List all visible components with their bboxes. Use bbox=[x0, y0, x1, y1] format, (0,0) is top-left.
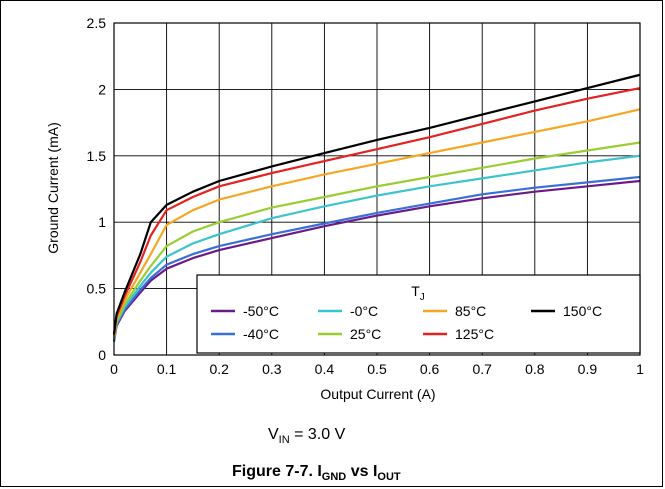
plot-area bbox=[113, 22, 641, 356]
y-tick-label: 1 bbox=[98, 214, 106, 230]
series-line-0 bbox=[112, 179, 641, 342]
series-line-1 bbox=[112, 175, 641, 341]
caption-sub-out: OUT bbox=[377, 471, 401, 483]
x-tick-label: 0.9 bbox=[578, 361, 598, 377]
test-conditions: VIN = 3.0 V bbox=[268, 426, 346, 446]
x-tick-label: 1 bbox=[636, 361, 644, 377]
y-tick-label: 2 bbox=[98, 81, 106, 97]
series-line-2 bbox=[112, 154, 641, 340]
x-tick-label: 0.3 bbox=[262, 361, 282, 377]
y-tick-label: 0.5 bbox=[87, 281, 107, 297]
legend-title-sub: J bbox=[420, 292, 425, 303]
caption-mid: vs I bbox=[346, 463, 377, 480]
tick-labels: 0 0.1 0.2 0.3 0.4 0.5 0.6 0.7 0.8 0.9 1 0 0.5 1 1.5 2 2.… bbox=[87, 15, 645, 377]
series-lines bbox=[112, 73, 641, 342]
x-tick-label: 0.5 bbox=[367, 361, 387, 377]
caption-sub-gnd: GND bbox=[322, 471, 347, 483]
y-axis-title: Ground Current (mA) bbox=[45, 122, 61, 253]
x-tick-label: 0.4 bbox=[315, 361, 335, 377]
legend-label-4: 85°C bbox=[455, 303, 486, 319]
conditions-sub: IN bbox=[279, 434, 290, 446]
legend-entries: -50°C -40°C -0°C 25°C 85°C 125°C 150°C bbox=[211, 303, 602, 342]
figure-caption: Figure 7-7. IGND vs IOUT bbox=[232, 463, 401, 483]
series-line-4 bbox=[112, 108, 641, 337]
legend-label-3: 25°C bbox=[350, 326, 381, 342]
series-line-6 bbox=[112, 73, 641, 334]
series-line-5 bbox=[112, 87, 641, 336]
x-tick-label: 0 bbox=[110, 361, 118, 377]
legend-label-0: -50°C bbox=[243, 303, 279, 319]
legend-label-5: 125°C bbox=[455, 326, 494, 342]
x-tick-label: 0.7 bbox=[472, 361, 492, 377]
series-line-3 bbox=[112, 141, 641, 338]
legend-title-main: T bbox=[411, 283, 420, 299]
y-tick-label: 0 bbox=[98, 347, 106, 363]
y-tick-label: 2.5 bbox=[87, 15, 107, 31]
x-axis-title: Output Current (A) bbox=[320, 386, 435, 402]
legend-title: TJ bbox=[411, 283, 425, 303]
x-tick-label: 0.8 bbox=[525, 361, 545, 377]
caption-prefix: Figure 7-7. I bbox=[232, 463, 322, 480]
legend-box bbox=[196, 274, 641, 354]
y-tick-label: 1.5 bbox=[87, 148, 107, 164]
legend: TJ -50°C -40°C -0°C 25°C 85°C 125°C 150°C bbox=[196, 274, 641, 354]
x-tick-label: 0.6 bbox=[420, 361, 440, 377]
conditions-prefix: V bbox=[268, 426, 279, 443]
conditions-value: = 3.0 V bbox=[290, 426, 346, 443]
legend-label-6: 150°C bbox=[563, 303, 602, 319]
legend-label-1: -40°C bbox=[243, 326, 279, 342]
x-tick-label: 0.2 bbox=[209, 361, 229, 377]
x-tick-label: 0.1 bbox=[157, 361, 177, 377]
legend-label-2: -0°C bbox=[350, 303, 378, 319]
